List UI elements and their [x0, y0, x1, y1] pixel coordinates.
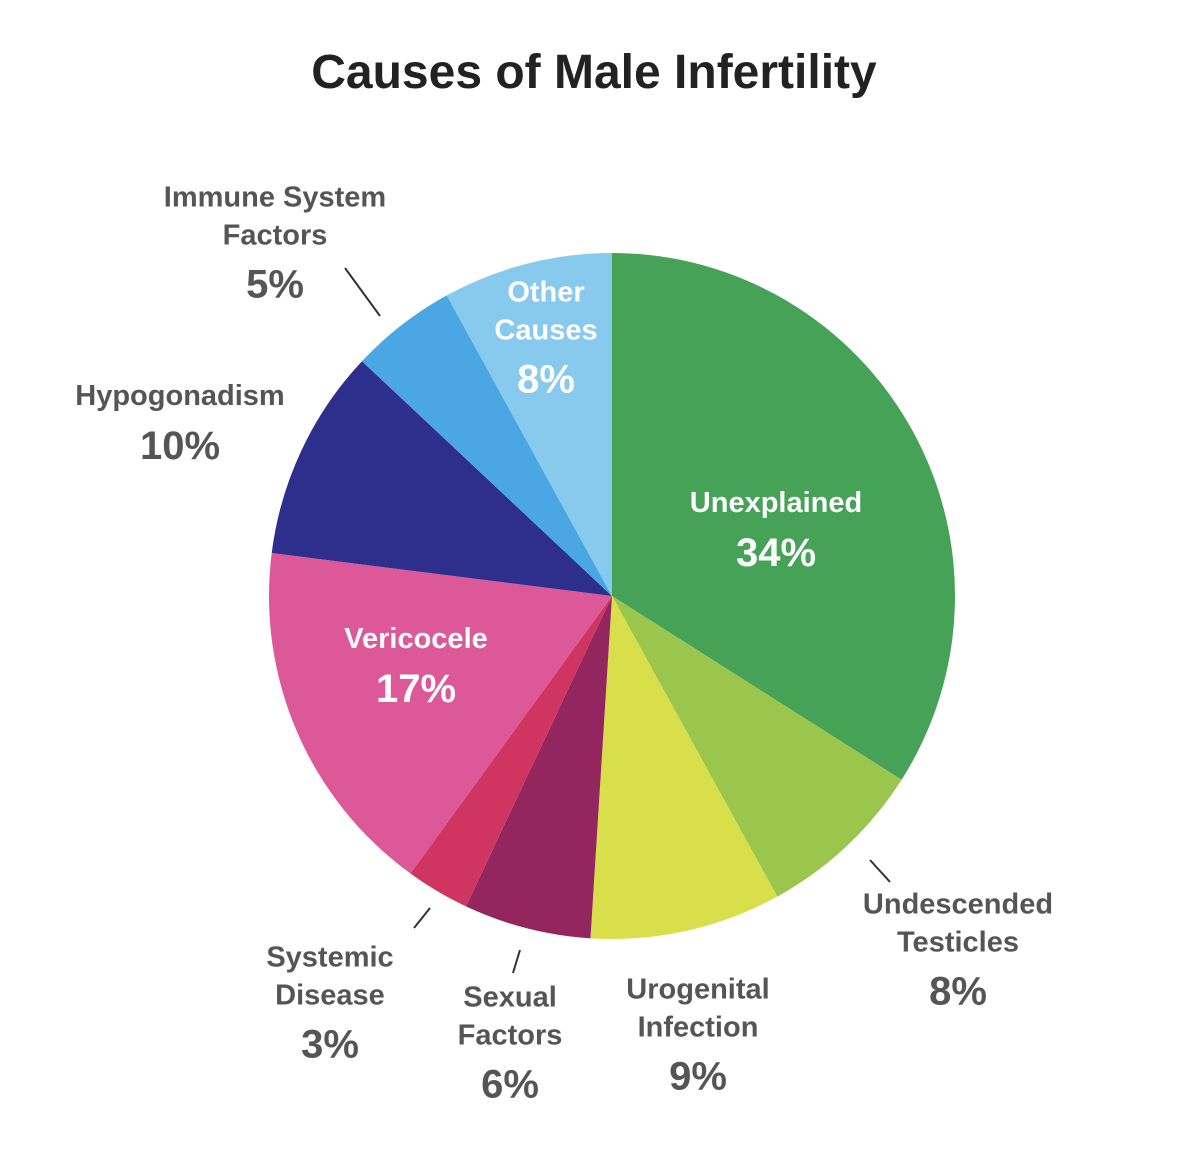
- pie-slice: [410, 596, 612, 907]
- category-label: Undescended Testicles: [862, 888, 1054, 958]
- slice-label: Urogenital Infection 9%: [598, 971, 798, 1102]
- leader-line: [512, 949, 521, 974]
- value-label: 6%: [481, 1062, 539, 1107]
- category-label: Immune System Factors: [163, 181, 387, 251]
- slice-label: Immune System Factors 5%: [135, 179, 415, 310]
- category-label: Urogenital Infection: [626, 973, 770, 1043]
- leader-line: [344, 267, 381, 317]
- pie-slice: [612, 253, 955, 780]
- category-label: Other Causes: [494, 276, 598, 346]
- value-label: 3%: [301, 1022, 359, 1067]
- category-label: Systemic Disease: [266, 941, 394, 1011]
- slice-label: Vericocele 17%: [296, 621, 536, 715]
- pie-slice: [446, 253, 612, 596]
- pie-slice: [269, 553, 612, 874]
- chart-title: Causes of Male Infertility: [311, 46, 877, 99]
- slice-label: Sexual Factors 6%: [435, 979, 585, 1110]
- value-label: 17%: [375, 666, 457, 711]
- slice-label: Other Causes 8%: [476, 274, 616, 405]
- leader-line: [413, 907, 431, 929]
- category-label: Unexplained: [689, 487, 863, 520]
- pie-slice: [361, 295, 612, 596]
- value-label: 9%: [669, 1054, 727, 1099]
- value-label: 34%: [735, 530, 817, 575]
- category-label: Sexual Factors: [457, 981, 563, 1051]
- slice-label: Hypogonadism 10%: [50, 378, 310, 472]
- slice-label: Unexplained 34%: [646, 485, 906, 579]
- category-label: Vericocele: [344, 623, 488, 656]
- value-label: 8%: [517, 357, 575, 402]
- value-label: 10%: [139, 423, 221, 468]
- pie-slice: [465, 596, 612, 939]
- slice-label: Undescended Testicles 8%: [838, 886, 1078, 1017]
- pie-slice: [590, 596, 778, 940]
- value-label: 5%: [246, 262, 304, 307]
- slice-label: Systemic Disease 3%: [245, 939, 415, 1070]
- category-label: Hypogonadism: [75, 380, 285, 413]
- pie-slice: [271, 361, 612, 596]
- pie-slice: [612, 596, 902, 897]
- value-label: 8%: [929, 969, 987, 1014]
- leader-line: [869, 859, 891, 883]
